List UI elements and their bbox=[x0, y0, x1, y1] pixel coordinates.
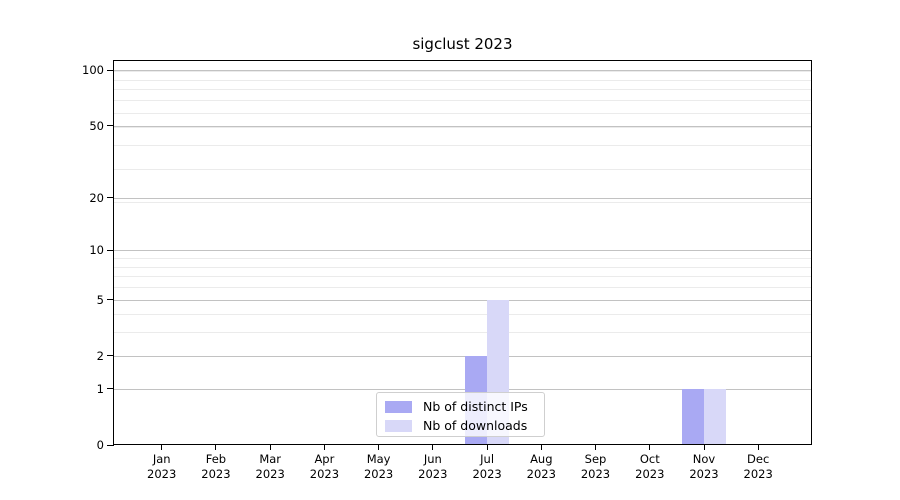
x-tick-mark bbox=[703, 445, 705, 450]
x-tick-mark bbox=[323, 445, 325, 450]
legend-swatch-distinct-ips bbox=[385, 400, 412, 413]
x-tick-label: Mar 2023 bbox=[255, 452, 285, 481]
x-tick-mark bbox=[595, 445, 596, 450]
x-tick-mark bbox=[378, 445, 380, 450]
x-tick-mark bbox=[486, 445, 488, 450]
gridline-minor bbox=[114, 127, 811, 129]
gridline-minor bbox=[114, 168, 811, 170]
y-tick-label: 0 bbox=[96, 438, 104, 452]
gridline-minor bbox=[114, 258, 811, 259]
gridline-major bbox=[114, 388, 811, 390]
gridline-major bbox=[114, 250, 811, 252]
x-tick-label: Aug 2023 bbox=[526, 452, 556, 481]
gridline-major bbox=[114, 70, 811, 72]
plot-area bbox=[113, 60, 812, 445]
y-tick-label: 1 bbox=[96, 381, 104, 396]
y-tick-mark bbox=[107, 69, 114, 71]
x-tick-label: Jun 2023 bbox=[418, 452, 448, 481]
gridline-minor bbox=[114, 112, 811, 114]
gridline-major bbox=[114, 299, 811, 301]
y-tick-label: 2 bbox=[96, 348, 104, 363]
x-tick-label: Oct 2023 bbox=[635, 452, 665, 481]
y-tick-label: 5 bbox=[96, 292, 104, 307]
gridline-major bbox=[114, 355, 811, 357]
gridline-minor bbox=[114, 89, 811, 91]
bar-nov-downloads bbox=[704, 388, 726, 444]
y-tick-label: 10 bbox=[89, 243, 104, 258]
gridline-minor bbox=[114, 332, 811, 334]
chart-title: sigclust 2023 bbox=[412, 35, 513, 53]
x-tick-label: Sep 2023 bbox=[580, 452, 611, 481]
legend-item-distinct-ips: Nb of distinct IPs bbox=[377, 397, 544, 416]
gridline-minor bbox=[114, 201, 811, 203]
gridline-major bbox=[114, 125, 811, 127]
gridline-minor bbox=[114, 145, 811, 147]
gridline-minor bbox=[114, 79, 811, 81]
x-tick-mark bbox=[432, 445, 434, 450]
gridline-major bbox=[114, 197, 811, 199]
x-tick-label: Jul 2023 bbox=[472, 452, 502, 481]
legend-item-downloads: Nb of downloads bbox=[377, 416, 544, 435]
x-tick-mark bbox=[540, 445, 542, 450]
x-tick-mark bbox=[757, 445, 759, 450]
y-tick-mark bbox=[107, 197, 114, 199]
x-tick-label: Feb 2023 bbox=[201, 452, 231, 481]
legend-swatch-downloads bbox=[385, 419, 412, 432]
bar-nov-distinct-ips bbox=[682, 388, 704, 444]
y-tick-label: 100 bbox=[82, 63, 104, 78]
y-tick-mark bbox=[107, 299, 114, 300]
gridline-minor bbox=[114, 100, 811, 101]
y-tick-mark bbox=[107, 388, 114, 390]
legend-label-downloads: Nb of downloads bbox=[423, 418, 528, 433]
y-tick-label: 20 bbox=[89, 190, 104, 205]
x-tick-mark bbox=[269, 445, 271, 450]
gridline-minor bbox=[114, 266, 811, 268]
x-tick-label: Apr 2023 bbox=[309, 452, 340, 481]
y-tick-mark bbox=[107, 355, 114, 357]
x-tick-label: May 2023 bbox=[363, 452, 394, 481]
legend-label-distinct-ips: Nb of distinct IPs bbox=[423, 399, 528, 414]
gridline-minor bbox=[114, 287, 811, 288]
gridline-minor bbox=[114, 314, 811, 316]
legend: Nb of distinct IPs Nb of downloads bbox=[376, 392, 545, 437]
x-tick-label: Jan 2023 bbox=[147, 452, 177, 481]
y-tick-mark bbox=[107, 249, 114, 251]
gridline-minor bbox=[114, 71, 811, 72]
y-tick-mark bbox=[107, 125, 114, 127]
x-tick-mark bbox=[161, 445, 163, 450]
x-tick-mark bbox=[215, 445, 217, 450]
x-tick-label: Nov 2023 bbox=[689, 452, 719, 481]
gridline-minor bbox=[114, 276, 811, 278]
x-tick-mark bbox=[649, 445, 651, 450]
x-tick-label: Dec 2023 bbox=[743, 452, 773, 481]
y-tick-mark bbox=[107, 444, 114, 446]
y-tick-label: 50 bbox=[89, 118, 104, 133]
